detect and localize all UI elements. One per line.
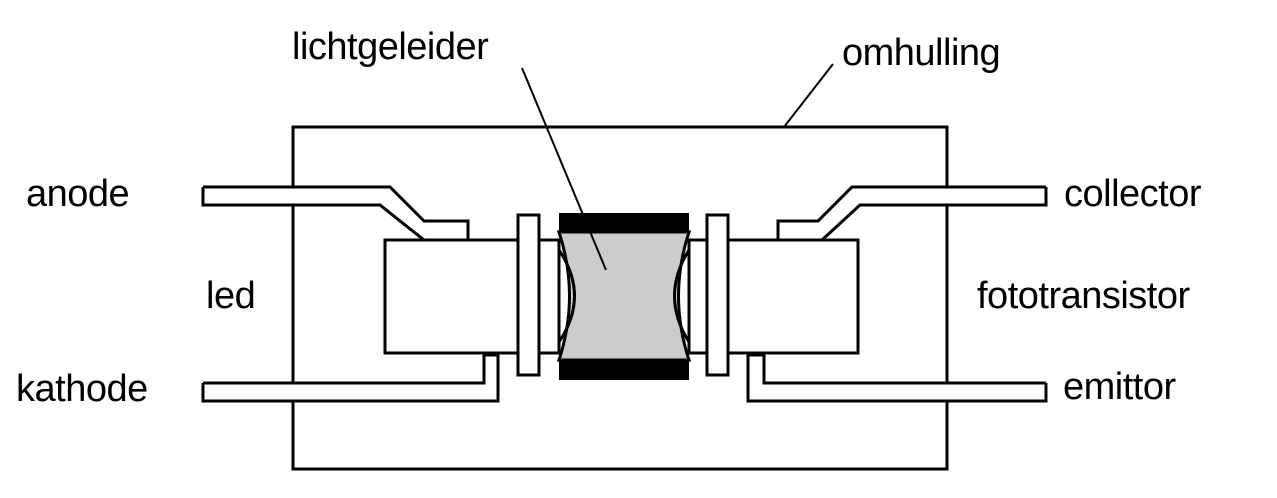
light-guide-bottom-cap: [559, 360, 689, 380]
phototransistor-lens: [673, 249, 691, 343]
light-guide-leader: [521, 67, 607, 271]
phototransistor-lens-flange: [705, 213, 730, 377]
housing-outline: [291, 125, 949, 471]
housing-leader: [783, 63, 834, 128]
cathode-lead: [201, 353, 500, 403]
led-body: [383, 238, 520, 355]
anode-label: anode: [26, 173, 130, 215]
light-guide-label: lichtgeleider: [292, 26, 489, 68]
led-label: led: [206, 275, 256, 317]
led-lens: [557, 249, 576, 343]
emitter-label: emittor: [1063, 366, 1176, 408]
collector-label: collector: [1064, 173, 1202, 215]
phototransistor-label: fototransistor: [977, 275, 1190, 317]
anode-lead: [201, 185, 470, 242]
housing-label: omhulling: [842, 32, 1001, 74]
light-guide-top-cap: [559, 213, 689, 233]
phototransistor-lens-neck: [687, 238, 709, 355]
light-guide-body: [556, 230, 692, 362]
emitter-lead: [746, 353, 1048, 403]
led-lens-neck: [537, 238, 561, 355]
led-lens-flange: [516, 213, 541, 377]
collector-lead: [776, 185, 1048, 242]
phototransistor-body: [726, 238, 860, 355]
cathode-label: kathode: [16, 368, 148, 410]
